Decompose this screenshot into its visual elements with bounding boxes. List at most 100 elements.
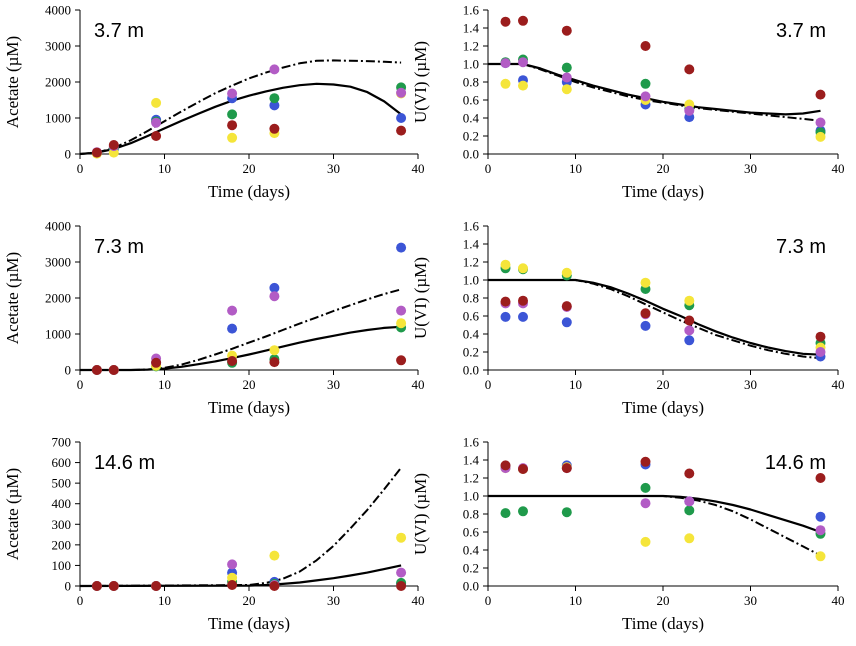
- data-point-blue: [518, 311, 528, 322]
- model-curve-dash-dot: [80, 288, 402, 371]
- y-tick-label: 1000: [45, 111, 71, 126]
- y-tick-label: 0.4: [463, 543, 480, 558]
- model-curve-solid: [488, 62, 821, 116]
- x-tick-label: 40: [832, 161, 845, 176]
- data-point-blue: [684, 335, 695, 346]
- y-tick-label: 0.0: [463, 579, 479, 594]
- x-axis-title: Time (days): [208, 614, 290, 633]
- x-tick-label: 40: [832, 593, 845, 608]
- data-point-darkred: [500, 16, 511, 27]
- data-point-darkred: [269, 357, 280, 368]
- y-tick-label: 200: [52, 537, 72, 552]
- y-tick-label: 1.2: [463, 471, 479, 486]
- y-tick-label: 1.0: [463, 273, 479, 288]
- data-point-darkred: [227, 356, 238, 366]
- data-point-blue: [269, 100, 280, 111]
- data-point-darkred: [561, 25, 572, 36]
- data-point-green: [518, 506, 528, 517]
- y-axis-title: Acetate (µM): [3, 468, 22, 560]
- data-point-magenta: [561, 72, 572, 83]
- panel-depth-label: 3.7 m: [94, 20, 144, 42]
- y-tick-label: 0.4: [463, 111, 480, 126]
- data-point-yellow: [561, 84, 572, 95]
- chart-panel-2: 0 10 20 30 40 0.0 0.2 0.4 0.6 0.8 1.0 1.2 1.4 1.6 Time…: [411, 3, 845, 202]
- chart-panel-1: 0 10 20 30 40 0 1000 2000 3000 4000 Time (days) Ace…: [3, 3, 425, 202]
- data-point-green: [561, 62, 572, 73]
- data-point-magenta: [151, 117, 162, 128]
- data-point-darkred: [518, 464, 528, 474]
- data-point-magenta: [815, 347, 826, 357]
- y-tick-label: 0.2: [463, 129, 479, 144]
- panel-depth-label: 14.6 m: [765, 452, 826, 474]
- y-axis-title: Acetate (µM): [3, 252, 22, 344]
- model-curve-dash-dot: [79, 59, 402, 155]
- y-tick-label: 0.0: [463, 363, 479, 378]
- data-point-yellow: [269, 345, 280, 356]
- data-point-darkred: [108, 365, 119, 375]
- y-tick-label: 1.6: [463, 3, 480, 18]
- data-point-yellow: [500, 259, 511, 270]
- data-point-magenta: [518, 57, 528, 68]
- data-point-yellow: [500, 78, 511, 89]
- data-point-yellow: [815, 131, 826, 142]
- x-tick-label: 20: [243, 593, 256, 608]
- panel-depth-label: 3.7 m: [776, 20, 826, 42]
- data-point-yellow: [684, 295, 695, 306]
- y-tick-label: 1.2: [463, 39, 479, 54]
- x-tick-label: 10: [158, 161, 171, 176]
- x-tick-label: 40: [832, 377, 845, 392]
- data-point-magenta: [500, 58, 511, 69]
- y-tick-label: 0.2: [463, 345, 479, 360]
- y-tick-label: 2000: [45, 291, 71, 306]
- data-point-yellow: [640, 536, 651, 547]
- data-point-green: [500, 508, 511, 519]
- data-point-darkred: [518, 295, 528, 306]
- data-point-yellow: [227, 572, 238, 583]
- data-point-green: [640, 482, 651, 493]
- y-axis-title: Acetate (µM): [3, 36, 22, 128]
- y-axis-title: U(VI) (µM): [411, 41, 430, 123]
- model-curve-solid: [79, 82, 402, 156]
- data-point-darkred: [91, 365, 102, 375]
- y-tick-label: 1.0: [463, 489, 479, 504]
- y-tick-label: 2000: [45, 75, 71, 90]
- x-tick-label: 40: [412, 161, 425, 176]
- data-point-darkred: [684, 468, 695, 479]
- data-point-darkred: [91, 581, 102, 591]
- data-point-magenta: [227, 559, 238, 570]
- model-curve-dash-dot: [488, 63, 821, 122]
- data-point-darkred: [396, 125, 407, 136]
- x-tick-label: 20: [657, 593, 670, 608]
- y-axis-title: U(VI) (µM): [411, 473, 430, 555]
- panel-depth-label: 14.6 m: [94, 452, 155, 474]
- x-tick-label: 0: [485, 161, 492, 176]
- y-tick-label: 100: [52, 558, 72, 573]
- y-tick-label: 0: [65, 147, 72, 162]
- data-point-yellow: [684, 533, 695, 544]
- data-point-darkred: [108, 581, 119, 591]
- y-tick-label: 0: [65, 579, 72, 594]
- data-point-magenta: [815, 525, 826, 536]
- data-point-darkred: [396, 581, 407, 591]
- y-tick-label: 1000: [45, 327, 71, 342]
- data-point-blue: [227, 323, 238, 334]
- data-point-darkred: [640, 456, 651, 467]
- data-point-magenta: [227, 88, 238, 99]
- data-point-yellow: [269, 550, 280, 561]
- y-tick-label: 0.6: [463, 525, 480, 540]
- data-point-darkred: [684, 315, 695, 326]
- data-point-magenta: [815, 117, 826, 128]
- x-tick-label: 20: [657, 161, 670, 176]
- data-point-darkred: [561, 301, 572, 312]
- data-point-darkred: [815, 89, 826, 100]
- y-tick-label: 500: [52, 476, 72, 491]
- data-point-magenta: [269, 291, 280, 302]
- x-tick-label: 0: [485, 593, 492, 608]
- data-point-yellow: [518, 80, 528, 91]
- x-tick-label: 20: [657, 377, 670, 392]
- data-point-green: [640, 78, 651, 89]
- data-point-darkred: [396, 355, 407, 366]
- x-tick-label: 0: [485, 377, 492, 392]
